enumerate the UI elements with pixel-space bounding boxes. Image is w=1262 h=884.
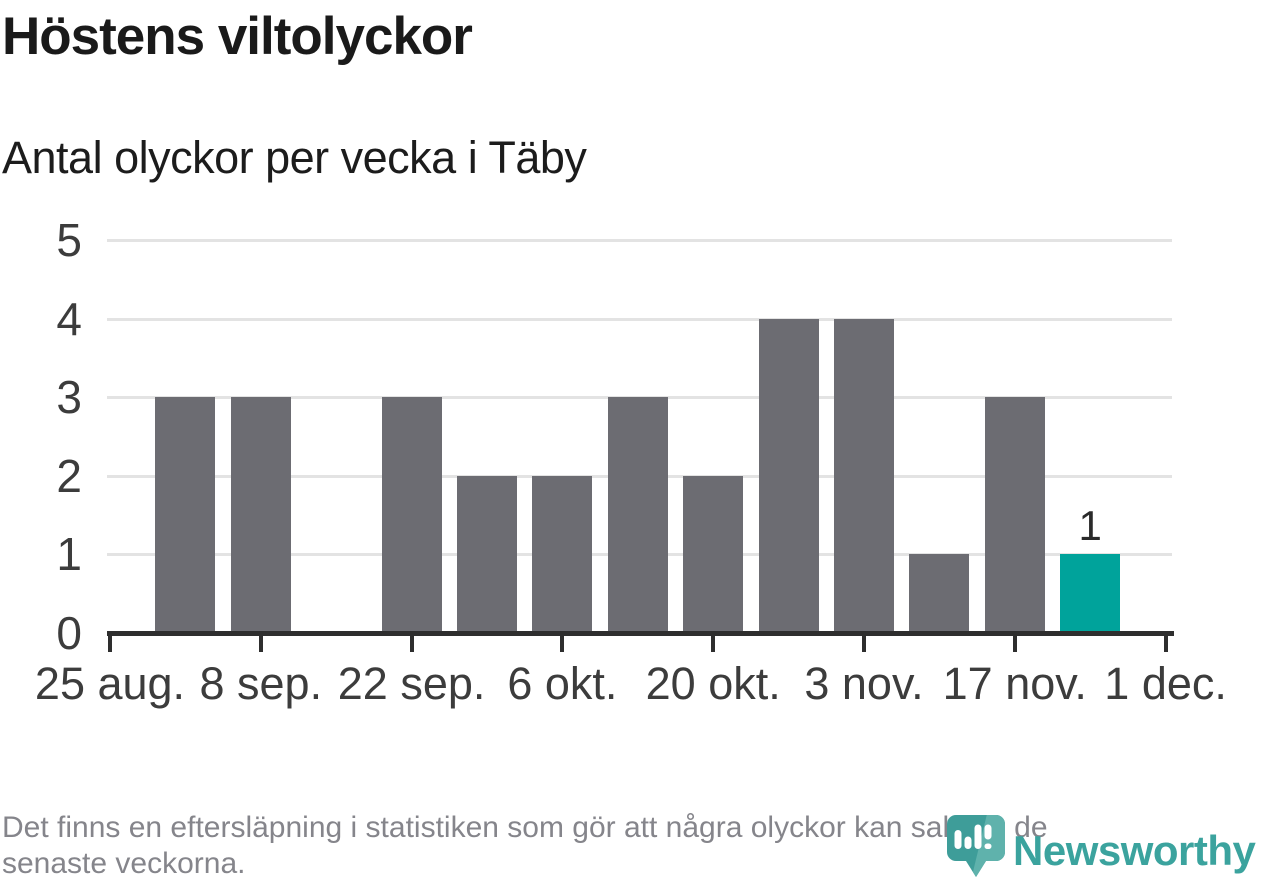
bar-29 sep. <box>457 475 517 633</box>
chart-title: Höstens viltolyckor <box>2 7 473 66</box>
bar-17 nov. <box>984 397 1045 633</box>
x-tick-label-25 aug.: 25 aug. <box>34 658 186 709</box>
x-tick-25 aug. <box>108 636 112 652</box>
y-tick-label-2: 2 <box>56 449 82 502</box>
gridline-y5 <box>107 239 1172 242</box>
bar-22 sep. <box>381 397 442 633</box>
bar-1 sep. <box>155 397 216 633</box>
newsworthy-wordmark: Newsworthy <box>1013 827 1256 874</box>
gridline-y4 <box>107 317 1172 321</box>
bar-10 nov. <box>909 554 970 633</box>
footnote-line-2: senaste veckorna. <box>2 847 246 880</box>
x-tick-3 nov. <box>862 636 866 652</box>
bar-highlight-24 nov. <box>1060 554 1121 633</box>
bar-3 nov. <box>834 318 894 633</box>
x-tick-label-17 nov.: 17 nov. <box>942 658 1087 709</box>
x-tick-label-6 okt.: 6 okt. <box>507 658 618 709</box>
y-tick-label-5: 5 <box>56 214 82 266</box>
y-tick-label-3: 3 <box>56 371 82 424</box>
x-axis-line <box>107 631 1174 636</box>
logo-bar-glyphs <box>954 824 992 849</box>
bar-13 okt. <box>607 397 668 633</box>
bar-8 sep. <box>230 397 291 633</box>
footnote-line-1: Det finns en eftersläpning i statistiken… <box>2 811 1048 844</box>
x-tick-20 okt. <box>711 636 716 652</box>
bar-6 okt. <box>532 475 593 633</box>
x-tick-6 okt. <box>560 636 565 652</box>
bar-20 okt. <box>683 475 744 633</box>
x-tick-1 dec. <box>1163 636 1168 652</box>
x-tick-label-8 sep.: 8 sep. <box>199 658 323 709</box>
chart-subtitle: Antal olyckor per vecka i Täby <box>2 132 587 183</box>
x-tick-label-20 okt.: 20 okt. <box>645 658 781 709</box>
y-tick-label-0: 0 <box>56 607 82 659</box>
x-tick-label-1 dec.: 1 dec. <box>1104 658 1227 709</box>
x-tick-label-3 nov.: 3 nov. <box>804 658 924 709</box>
x-tick-22 sep. <box>409 636 414 652</box>
newsworthy-logo-icon <box>946 814 1006 884</box>
y-tick-label-1: 1 <box>56 528 82 581</box>
x-tick-17 nov. <box>1012 636 1017 652</box>
x-tick-8 sep. <box>258 636 263 652</box>
x-tick-label-22 sep.: 22 sep. <box>337 658 486 709</box>
y-tick-label-4: 4 <box>56 292 82 345</box>
bar-value-label: 1 <box>1078 502 1102 549</box>
bar-27 okt. <box>758 318 819 633</box>
